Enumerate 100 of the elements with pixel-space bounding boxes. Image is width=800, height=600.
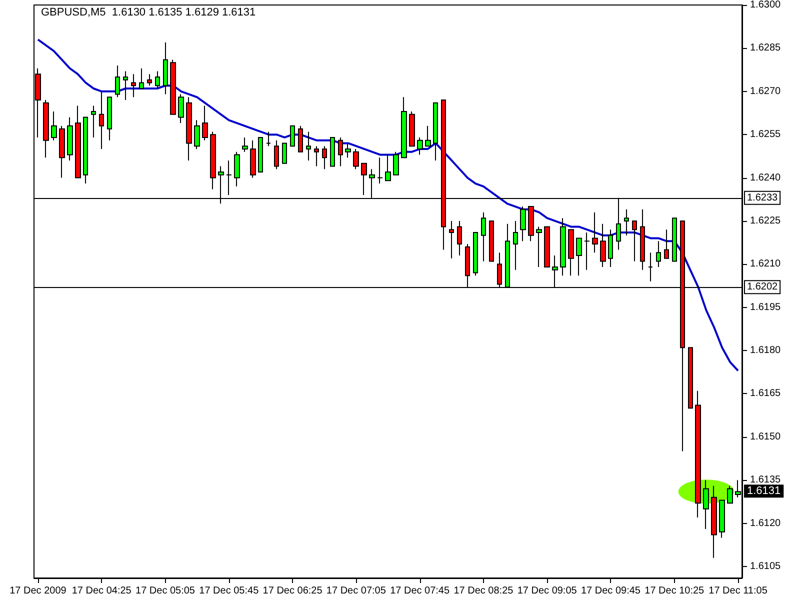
x-tick-label: 17 Dec 2009 — [10, 586, 67, 596]
y-tick-label: 1.6150 — [750, 431, 782, 442]
candlestick — [449, 220, 454, 259]
candlestick — [624, 208, 629, 236]
candlestick — [576, 238, 582, 276]
line-series — [36, 38, 740, 372]
candlestick — [688, 347, 693, 409]
chart-title: GBPUSD,M5 1.6130 1.6135 1.6129 1.6131 — [41, 6, 256, 18]
y-tick-label: 1.6120 — [750, 518, 782, 529]
y-tick-label: 1.6225 — [750, 215, 782, 226]
x-tick-label: 17 Dec 08:25 — [454, 586, 514, 596]
y-tick-label: 1.6210 — [750, 258, 782, 270]
candlestick — [266, 131, 271, 147]
x-tick-label: 17 Dec 09:45 — [580, 586, 641, 596]
candlestick — [600, 223, 606, 268]
candlestick — [338, 136, 343, 167]
candlestick — [139, 68, 144, 90]
candlestick — [520, 206, 526, 242]
ref-line-label: 1.6202 — [747, 282, 778, 293]
candlestick — [186, 96, 192, 161]
y-tick-label: 1.6180 — [750, 345, 782, 356]
candlestick — [417, 136, 423, 156]
candlestick — [322, 146, 327, 170]
candlestick — [592, 212, 598, 254]
candlestick — [306, 131, 311, 161]
candlestick — [170, 59, 176, 115]
x-tick-label: 17 Dec 07:05 — [326, 586, 386, 596]
candlestick — [489, 220, 494, 262]
candlestick — [250, 140, 256, 178]
candlestick — [711, 485, 717, 558]
candlestick — [608, 229, 613, 268]
y-tick-label: 1.6240 — [750, 172, 782, 184]
candlestick — [59, 125, 65, 178]
x-tick-label: 17 Dec 04:25 — [72, 586, 132, 596]
candlestick — [131, 74, 136, 98]
candlestick — [727, 485, 733, 504]
candlestick — [353, 148, 359, 170]
candlestick — [409, 111, 415, 147]
candlestick — [703, 480, 709, 530]
candlestick — [147, 74, 152, 86]
y-tick-label: 1.6135 — [750, 474, 782, 486]
candlestick — [226, 160, 232, 196]
candlestick — [656, 240, 661, 268]
x-tick-label: 17 Dec 05:05 — [136, 586, 196, 596]
candlestick — [155, 70, 160, 90]
candlestick — [290, 125, 295, 147]
annotation: 1.6131 — [747, 485, 781, 498]
candlestick — [393, 151, 399, 176]
candlestick — [433, 102, 438, 161]
x-tick-label: 17 Dec 10:25 — [644, 586, 705, 596]
candlestick — [115, 64, 120, 98]
candlestick — [258, 136, 263, 173]
candlestick — [719, 500, 725, 538]
y-tick-label: 1.6165 — [750, 388, 782, 400]
candlestick — [194, 120, 200, 150]
candlestick — [401, 96, 407, 158]
candlestick — [481, 212, 486, 262]
y-tick-label: 1.6195 — [750, 302, 782, 313]
x-tick-label: 17 Dec 05:45 — [199, 586, 260, 596]
candlestick — [274, 140, 279, 170]
x-tick-label: 17 Dec 07:45 — [390, 586, 450, 596]
candlestick — [282, 142, 287, 164]
y-tick-label: 1.6255 — [750, 129, 782, 140]
x-tick-label: 17 Dec 06:25 — [262, 586, 323, 596]
candlestick — [385, 154, 391, 182]
candlestick — [91, 105, 96, 138]
candlestick — [528, 206, 534, 242]
candlestick — [632, 220, 637, 262]
candlestick — [536, 226, 542, 268]
candlestick — [330, 136, 335, 167]
candlestick — [457, 220, 462, 256]
candlestick — [568, 229, 574, 276]
candlestick — [314, 146, 319, 167]
candlestick — [178, 94, 184, 124]
candlestick — [43, 100, 49, 158]
candlestick — [345, 142, 351, 158]
x-tick-label: 17 Dec 09:05 — [517, 586, 578, 596]
candlestick — [51, 111, 57, 141]
candlestick — [163, 42, 168, 95]
candlestick — [210, 131, 216, 190]
candlestick — [75, 105, 81, 178]
x-tick-label: 17 Dec 11:05 — [708, 586, 768, 596]
candlestick — [473, 232, 478, 276]
candlestick — [648, 252, 653, 282]
candlestick — [202, 105, 208, 141]
ref-line-label: 1.6233 — [747, 192, 778, 204]
y-tick-label: 1.6105 — [750, 560, 782, 572]
candlestick — [234, 151, 240, 187]
y-tick-label: 1.6270 — [750, 86, 782, 97]
y-tick-label: 1.6285 — [750, 42, 782, 54]
candlestick — [672, 218, 677, 262]
candlestick — [640, 208, 645, 270]
candlestick — [361, 162, 367, 196]
candlestick — [584, 232, 590, 270]
candlestick — [123, 70, 128, 101]
candlestick — [67, 116, 73, 161]
candlestick — [560, 218, 566, 276]
candlestick — [83, 116, 88, 184]
candlestick — [544, 226, 550, 268]
y-tick-label: 1.6300 — [750, 0, 782, 10]
